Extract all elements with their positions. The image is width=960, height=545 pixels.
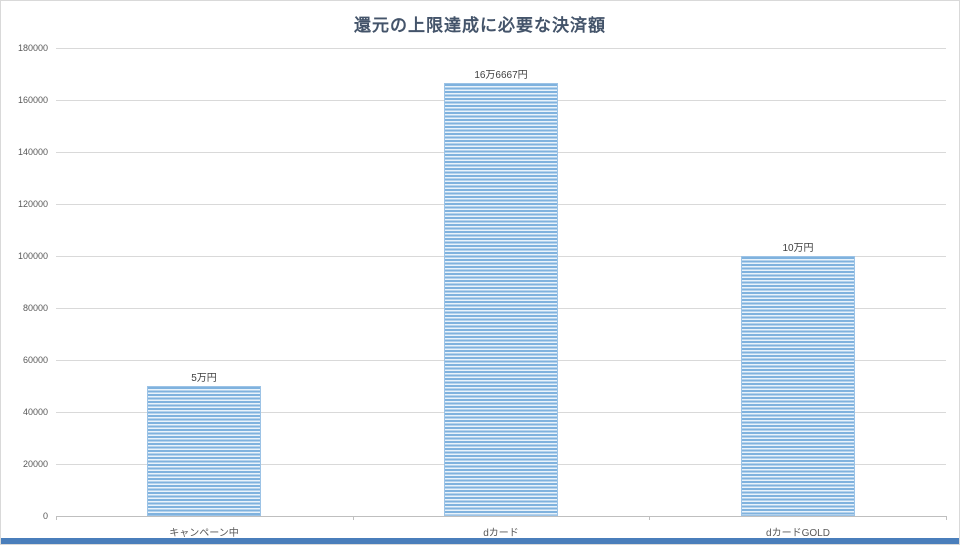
y-axis-tick-label: 180000 [17,43,48,53]
y-axis-tick-label: 160000 [17,95,48,105]
y-axis-tick-label: 60000 [22,355,48,365]
y-axis-tick-label: 80000 [22,303,48,313]
y-axis-tick-label: 140000 [17,147,48,157]
x-axis-tick [56,516,57,520]
x-axis-tick [353,516,354,520]
x-axis-tick [649,516,650,520]
bar-value-label: 10万円 [782,243,814,254]
y-axis-tick-label: 100000 [17,251,48,261]
x-category-label: キャンペーン中 [169,528,239,539]
x-axis-line [56,516,946,517]
y-axis-tick-label: 0 [42,511,48,521]
gridline [56,48,946,49]
x-category-label: dカード [483,528,519,539]
window-bottom-edge [1,538,959,544]
bar-2 [444,83,558,516]
x-category-label: dカードGOLD [766,528,830,539]
bar-1 [147,386,261,516]
bar-value-label: 5万円 [191,373,217,384]
y-axis-tick-label: 20000 [22,459,48,469]
bar-value-label: 16万6667円 [474,70,528,81]
chart-title: 還元の上限達成に必要な決済額 [354,16,606,35]
x-axis-tick [946,516,947,520]
y-axis-tick-label: 40000 [22,407,48,417]
y-axis-tick-label: 120000 [17,199,48,209]
bar-3 [741,256,855,516]
